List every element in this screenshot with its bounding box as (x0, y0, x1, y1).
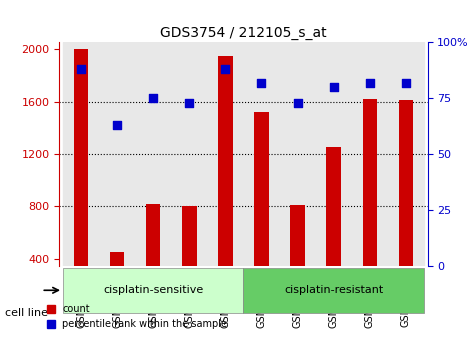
Point (186, 100, 193, 105)
Point (330, 84, 337, 90)
Bar (110, 252, 124, 266)
Bar (244, 42, 279, 266)
Bar (208, 42, 244, 266)
Point (222, 67, 229, 72)
Bar (135, 42, 171, 266)
Bar (182, 206, 197, 266)
Bar (254, 112, 269, 266)
Bar (146, 204, 161, 266)
Point (294, 100, 301, 105)
Point (402, 80, 409, 85)
Bar (63, 42, 99, 266)
FancyBboxPatch shape (63, 268, 244, 313)
Title: GDS3754 / 212105_s_at: GDS3754 / 212105_s_at (160, 26, 327, 40)
Bar (315, 42, 352, 266)
Bar (388, 42, 424, 266)
Text: cell line: cell line (5, 308, 55, 318)
FancyBboxPatch shape (244, 268, 424, 313)
Point (77, 67, 85, 72)
Bar (352, 42, 388, 266)
Bar (362, 99, 377, 266)
Bar (279, 42, 315, 266)
Bar (218, 56, 233, 266)
Text: cisplatin-resistant: cisplatin-resistant (284, 285, 383, 295)
Point (114, 122, 121, 128)
Bar (326, 147, 341, 266)
Point (257, 80, 265, 85)
Bar (171, 42, 208, 266)
Legend: count, percentile rank within the sample: count, percentile rank within the sample (43, 301, 231, 333)
Bar (290, 205, 305, 266)
Bar (99, 42, 135, 266)
Point (150, 96, 157, 101)
Point (366, 80, 373, 85)
Bar (74, 49, 88, 266)
Bar (399, 100, 413, 266)
Text: cisplatin-sensitive: cisplatin-sensitive (103, 285, 203, 295)
